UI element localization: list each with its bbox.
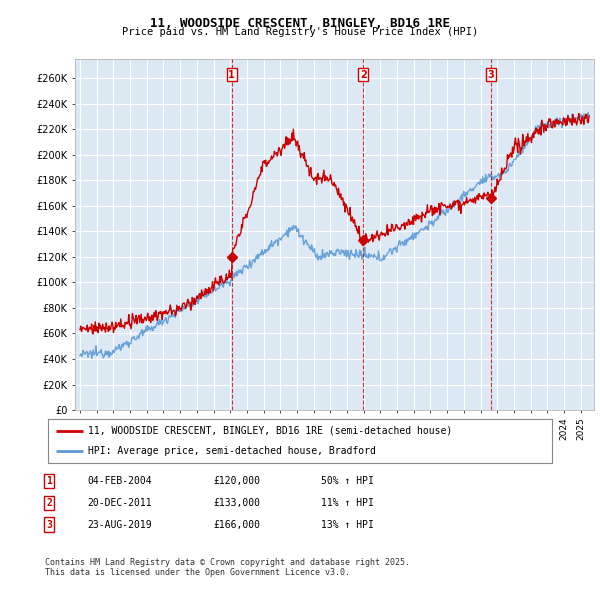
Text: 3: 3	[488, 70, 494, 80]
Text: HPI: Average price, semi-detached house, Bradford: HPI: Average price, semi-detached house,…	[88, 446, 376, 456]
Text: 1: 1	[229, 70, 235, 80]
Text: 2: 2	[46, 498, 52, 507]
Text: £120,000: £120,000	[213, 476, 260, 486]
Text: £133,000: £133,000	[213, 498, 260, 507]
Text: £166,000: £166,000	[213, 520, 260, 529]
Text: 11, WOODSIDE CRESCENT, BINGLEY, BD16 1RE (semi-detached house): 11, WOODSIDE CRESCENT, BINGLEY, BD16 1RE…	[88, 426, 452, 436]
Text: Price paid vs. HM Land Registry's House Price Index (HPI): Price paid vs. HM Land Registry's House …	[122, 27, 478, 37]
Text: 3: 3	[46, 520, 52, 529]
Text: 2: 2	[360, 70, 367, 80]
Text: Contains HM Land Registry data © Crown copyright and database right 2025.
This d: Contains HM Land Registry data © Crown c…	[45, 558, 410, 577]
Text: 20-DEC-2011: 20-DEC-2011	[87, 498, 152, 507]
Text: 11, WOODSIDE CRESCENT, BINGLEY, BD16 1RE: 11, WOODSIDE CRESCENT, BINGLEY, BD16 1RE	[150, 17, 450, 30]
Text: 50% ↑ HPI: 50% ↑ HPI	[321, 476, 374, 486]
Text: 23-AUG-2019: 23-AUG-2019	[87, 520, 152, 529]
Text: 13% ↑ HPI: 13% ↑ HPI	[321, 520, 374, 529]
Text: 04-FEB-2004: 04-FEB-2004	[87, 476, 152, 486]
Text: 1: 1	[46, 476, 52, 486]
Text: 11% ↑ HPI: 11% ↑ HPI	[321, 498, 374, 507]
